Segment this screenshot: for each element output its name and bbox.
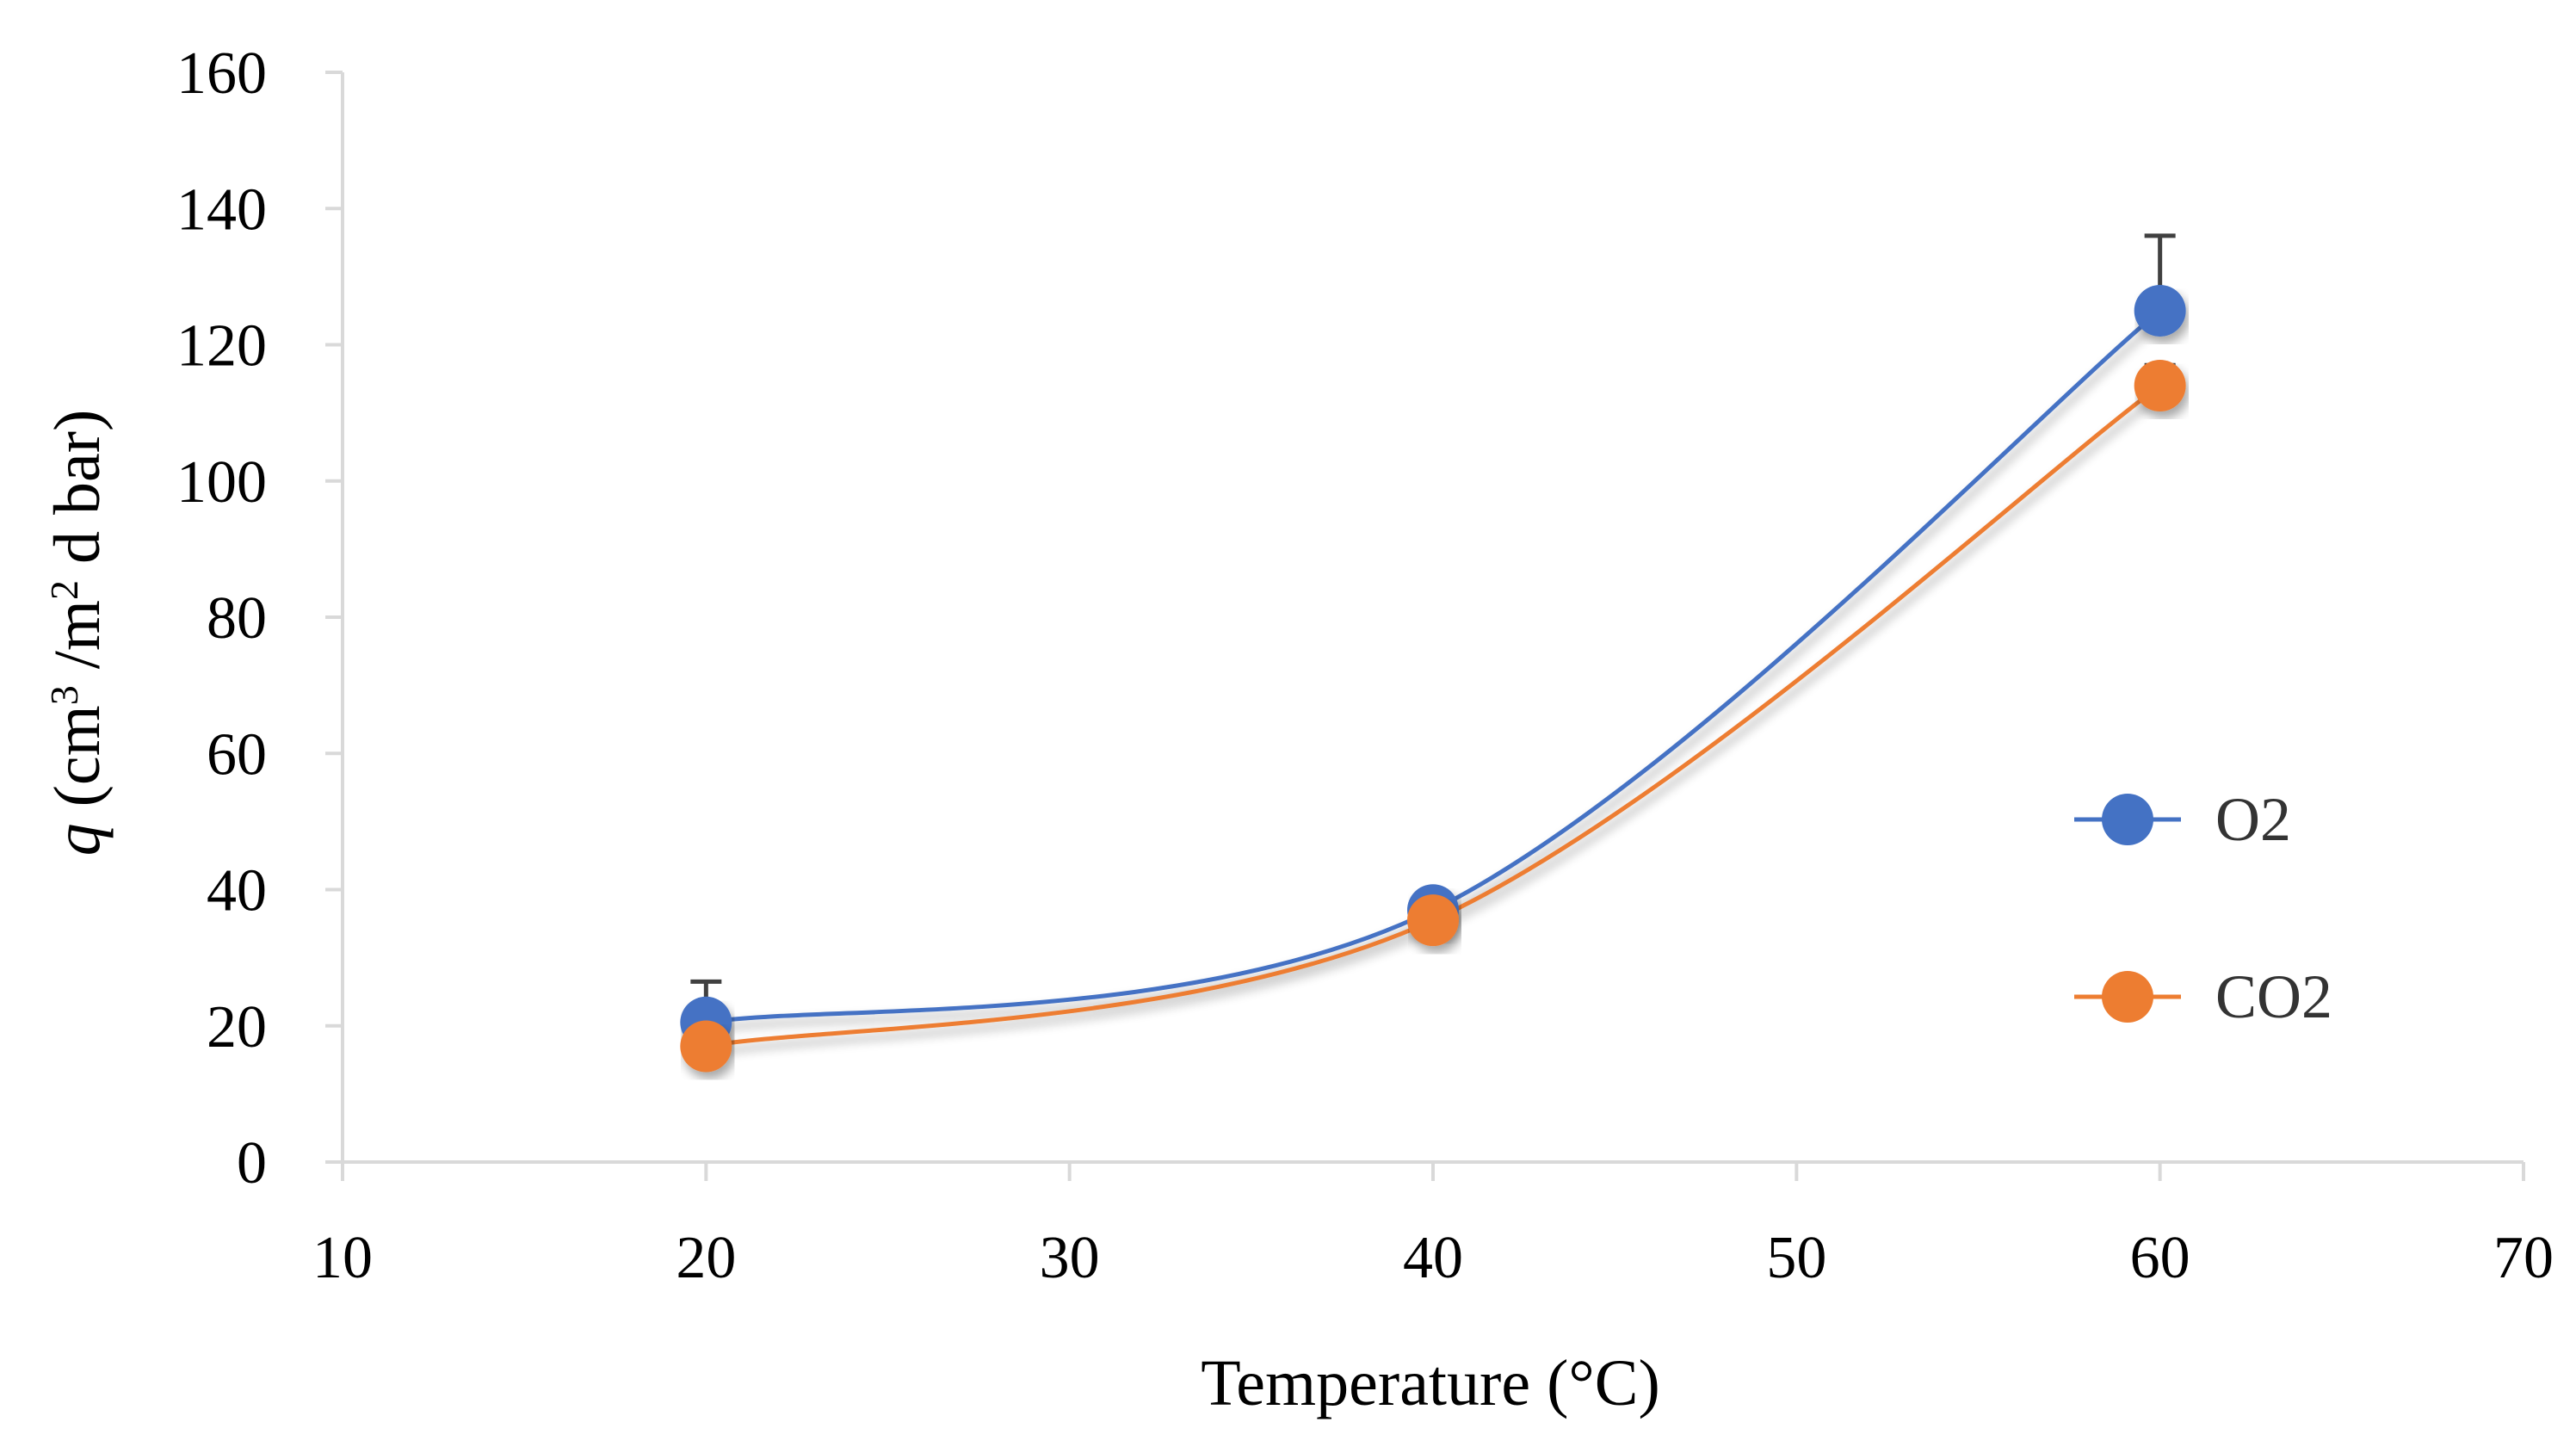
y-tick-label: 140 (176, 176, 267, 243)
data-point-co2 (680, 1020, 732, 1073)
x-tick-label: 10 (312, 1225, 373, 1291)
tick-labels: 0 20 40 60 80 100 120 140 160 10 20 30 40 50 60 70 (176, 40, 2554, 1291)
x-tick-label: 30 (1040, 1225, 1100, 1291)
y-tick-label: 0 (237, 1130, 267, 1196)
legend-item-o2: O2 (2074, 785, 2291, 854)
data-point-o2 (2134, 284, 2186, 337)
x-tick-label: 50 (1766, 1225, 1826, 1291)
legend-label-o2: O2 (2215, 785, 2291, 854)
data-point-co2 (1407, 894, 1459, 947)
y-axis-title-variable: q (41, 823, 114, 856)
y-tick-label: 40 (207, 858, 267, 924)
legend: O2 CO2 (2074, 785, 2332, 1031)
x-tick-label: 20 (676, 1225, 736, 1291)
legend-item-co2: CO2 (2074, 962, 2332, 1031)
data-markers (680, 284, 2186, 1073)
y-tick-label: 100 (176, 449, 267, 516)
x-axis-title: Temperature (°C) (1201, 1347, 1660, 1419)
legend-marker-co2 (2102, 971, 2153, 1023)
y-tick-label: 120 (176, 313, 267, 380)
y-tick-label: 160 (176, 40, 267, 107)
x-tick-label: 60 (2130, 1225, 2190, 1291)
legend-marker-o2 (2102, 794, 2153, 845)
legend-label-co2: CO2 (2215, 962, 2332, 1031)
series-line-co2 (705, 383, 2162, 1048)
x-tick-label: 70 (2493, 1225, 2554, 1291)
y-tick-label: 20 (207, 994, 267, 1060)
y-tick-label: 60 (207, 721, 267, 788)
axes (325, 71, 2525, 1181)
y-tick-label: 80 (207, 585, 267, 652)
y-axis-title: q (cm3 /m2 d bar) (41, 410, 114, 856)
data-point-co2 (2134, 359, 2186, 411)
x-tick-label: 40 (1403, 1225, 1463, 1291)
